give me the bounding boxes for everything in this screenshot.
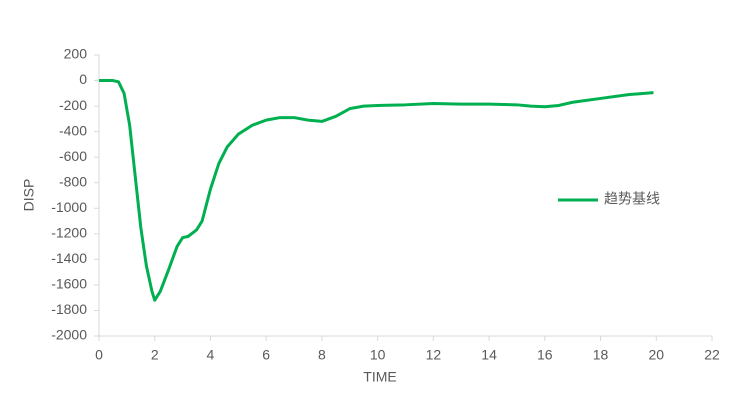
x-tick-label: 22 bbox=[704, 347, 720, 363]
x-tick-label: 4 bbox=[207, 347, 215, 363]
y-tick-label: -1200 bbox=[51, 225, 87, 241]
x-tick-label: 10 bbox=[370, 347, 386, 363]
line-series bbox=[99, 79, 654, 302]
x-tick-label: 18 bbox=[593, 347, 609, 363]
y-tick-label: -400 bbox=[59, 122, 87, 138]
y-tick-label: -200 bbox=[59, 97, 87, 113]
x-tick-label: 14 bbox=[481, 347, 497, 363]
x-tick-label: 16 bbox=[537, 347, 553, 363]
y-tick-label: -800 bbox=[59, 173, 87, 189]
y-tick-label: -1400 bbox=[51, 250, 87, 266]
y-tick-label: -1600 bbox=[51, 276, 87, 292]
x-tick-label: 0 bbox=[95, 347, 103, 363]
y-tick-label: -2000 bbox=[51, 327, 87, 343]
y-axis-label: DISP bbox=[21, 179, 37, 212]
y-tick-label: 0 bbox=[79, 71, 87, 87]
x-tick-label: 6 bbox=[262, 347, 270, 363]
x-tick-label: 2 bbox=[151, 347, 159, 363]
y-tick-label: 200 bbox=[64, 46, 88, 62]
y-tick-label: -600 bbox=[59, 148, 87, 164]
x-tick-label: 20 bbox=[648, 347, 664, 363]
legend-label: 趋势基线 bbox=[604, 191, 660, 207]
x-axis-label: TIME bbox=[363, 369, 396, 385]
x-tick-label: 8 bbox=[318, 347, 326, 363]
y-tick-label: -1000 bbox=[51, 199, 87, 215]
y-tick-label: -1800 bbox=[51, 301, 87, 317]
x-tick-label: 12 bbox=[426, 347, 442, 363]
